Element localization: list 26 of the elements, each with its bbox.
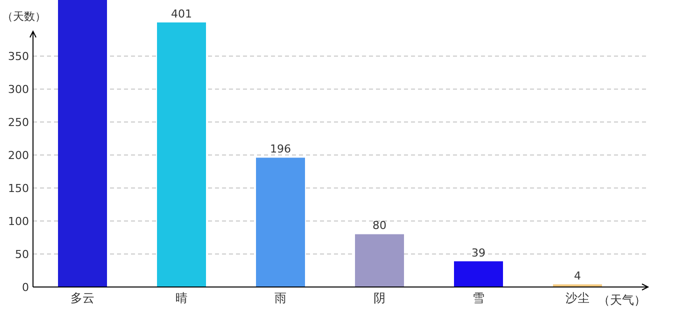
bar bbox=[355, 234, 404, 287]
y-tick-label: 50 bbox=[15, 248, 29, 262]
x-tick-label: 雪 bbox=[472, 291, 484, 305]
bar bbox=[157, 22, 206, 287]
data-label: 196 bbox=[270, 142, 291, 156]
y-tick-label: 250 bbox=[8, 116, 29, 130]
y-tick-label: 100 bbox=[8, 215, 29, 228]
bar bbox=[58, 0, 107, 287]
data-label: 4 bbox=[574, 269, 581, 282]
bar bbox=[256, 158, 305, 287]
data-label: 80 bbox=[372, 219, 386, 232]
y-tick-label: 0 bbox=[22, 281, 29, 294]
data-label: 401 bbox=[171, 7, 192, 20]
x-axis-title: （天气） bbox=[598, 293, 646, 307]
data-label: 39 bbox=[472, 246, 486, 260]
x-tick-label: 沙尘 bbox=[566, 291, 590, 305]
bar bbox=[454, 261, 503, 287]
y-tick-label: 350 bbox=[8, 50, 29, 64]
x-tick-label: 阴 bbox=[374, 291, 386, 305]
y-axis-title: （天数） bbox=[2, 10, 46, 23]
y-tick-label: 150 bbox=[8, 182, 29, 196]
x-tick-label: 晴 bbox=[176, 291, 188, 305]
x-tick-label: 雨 bbox=[274, 291, 286, 305]
y-tick-label: 300 bbox=[8, 83, 29, 96]
y-tick-label: 200 bbox=[8, 149, 29, 162]
x-tick-label: 多云 bbox=[70, 291, 94, 305]
